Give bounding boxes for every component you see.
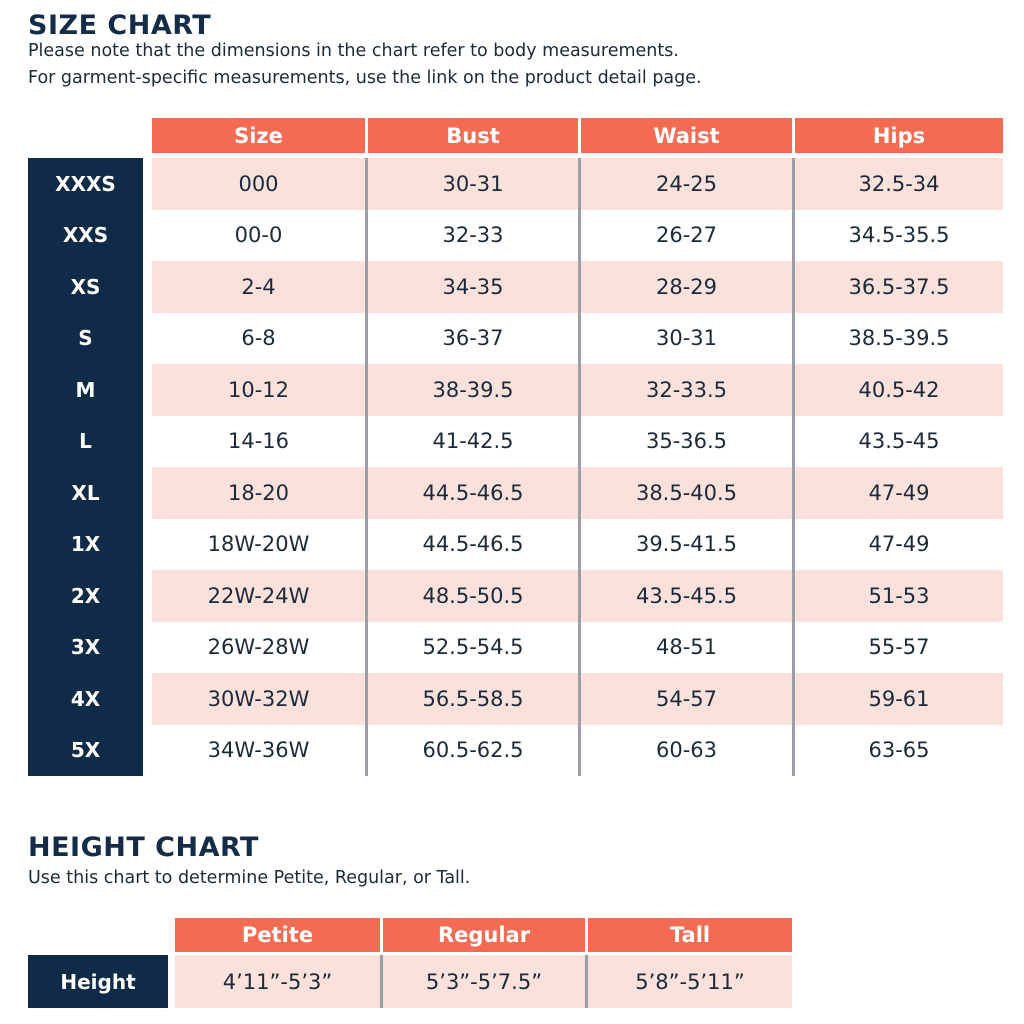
table-cell: 38.5-40.5 bbox=[581, 467, 792, 519]
row-label: S bbox=[78, 326, 93, 351]
table-cell: 43.5-45.5 bbox=[581, 570, 792, 622]
row-label: M bbox=[75, 377, 96, 402]
table-cell: 54-57 bbox=[581, 673, 792, 725]
column-header-tall: Tall bbox=[588, 918, 792, 952]
table-cell: 5’8”-5’11” bbox=[588, 955, 792, 1008]
table-cell: 22W-24W bbox=[152, 570, 365, 622]
column-header-size: Size bbox=[152, 118, 365, 153]
table-cell: 39.5-41.5 bbox=[581, 518, 792, 570]
column-header-waist: Waist bbox=[581, 118, 792, 153]
table-cell: 18W-20W bbox=[152, 518, 365, 570]
table-cell: 24-25 bbox=[581, 158, 792, 210]
table-cell: 55-57 bbox=[795, 621, 1003, 673]
table-cell: 32-33 bbox=[368, 209, 578, 261]
row-label-column bbox=[28, 158, 143, 776]
table-cell: 52.5-54.5 bbox=[368, 621, 578, 673]
table-cell: 34-35 bbox=[368, 261, 578, 313]
table-cell: 5’3”-5’7.5” bbox=[383, 955, 585, 1008]
column-divider bbox=[578, 158, 581, 776]
table-cell: 34.5-35.5 bbox=[795, 209, 1003, 261]
table-cell: 48-51 bbox=[581, 621, 792, 673]
row-label: XL bbox=[71, 480, 100, 505]
table-cell: 4’11”-5’3” bbox=[175, 955, 380, 1008]
table-cell: 51-53 bbox=[795, 570, 1003, 622]
table-cell: 18-20 bbox=[152, 467, 365, 519]
table-cell: 00-0 bbox=[152, 209, 365, 261]
table-cell: 60.5-62.5 bbox=[368, 724, 578, 776]
row-label: XS bbox=[70, 274, 101, 299]
column-header-regular: Regular bbox=[383, 918, 585, 952]
table-cell: 32-33.5 bbox=[581, 364, 792, 416]
table-cell: 40.5-42 bbox=[795, 364, 1003, 416]
table-cell: 28-29 bbox=[581, 261, 792, 313]
row-label: XXS bbox=[62, 223, 109, 248]
table-cell: 43.5-45 bbox=[795, 415, 1003, 467]
row-label: L bbox=[79, 429, 92, 454]
row-label: 1X bbox=[70, 532, 101, 557]
table-cell: 10-12 bbox=[152, 364, 365, 416]
table-cell: 30W-32W bbox=[152, 673, 365, 725]
table-cell: 30-31 bbox=[368, 158, 578, 210]
table-cell: 26-27 bbox=[581, 209, 792, 261]
table-cell: 000 bbox=[152, 158, 365, 210]
table-cell: 47-49 bbox=[795, 518, 1003, 570]
table-cell: 41-42.5 bbox=[368, 415, 578, 467]
table-cell: 30-31 bbox=[581, 312, 792, 364]
column-divider bbox=[585, 955, 588, 1008]
table-cell: 47-49 bbox=[795, 467, 1003, 519]
table-cell: 63-65 bbox=[795, 724, 1003, 776]
table-cell: 35-36.5 bbox=[581, 415, 792, 467]
table-cell: 14-16 bbox=[152, 415, 365, 467]
size-chart-note-1: Please note that the dimensions in the c… bbox=[28, 41, 679, 61]
size-chart-title: SIZE CHART bbox=[28, 10, 212, 41]
column-divider bbox=[792, 158, 795, 776]
row-label: 2X bbox=[70, 583, 101, 608]
column-header-petite: Petite bbox=[175, 918, 380, 952]
table-cell: 38.5-39.5 bbox=[795, 312, 1003, 364]
table-cell: 44.5-46.5 bbox=[368, 518, 578, 570]
column-divider bbox=[365, 158, 368, 776]
table-cell: 26W-28W bbox=[152, 621, 365, 673]
row-label: 5X bbox=[70, 738, 101, 763]
row-label: 3X bbox=[70, 635, 101, 660]
table-cell: 44.5-46.5 bbox=[368, 467, 578, 519]
table-cell: 48.5-50.5 bbox=[368, 570, 578, 622]
height-chart-note: Use this chart to determine Petite, Regu… bbox=[28, 868, 471, 888]
table-cell: 6-8 bbox=[152, 312, 365, 364]
height-chart-title: HEIGHT CHART bbox=[28, 832, 259, 863]
table-cell: 2-4 bbox=[152, 261, 365, 313]
table-cell: 32.5-34 bbox=[795, 158, 1003, 210]
table-cell: 56.5-58.5 bbox=[368, 673, 578, 725]
table-cell: 38-39.5 bbox=[368, 364, 578, 416]
table-cell: 36.5-37.5 bbox=[795, 261, 1003, 313]
table-cell: 36-37 bbox=[368, 312, 578, 364]
size-chart-note-2: For garment-specific measurements, use t… bbox=[28, 68, 702, 88]
table-cell: 60-63 bbox=[581, 724, 792, 776]
row-label: Height bbox=[28, 955, 168, 1008]
row-label: 4X bbox=[70, 686, 101, 711]
column-header-hips: Hips bbox=[795, 118, 1003, 153]
table-cell: 59-61 bbox=[795, 673, 1003, 725]
column-header-bust: Bust bbox=[368, 118, 578, 153]
table-cell: 34W-36W bbox=[152, 724, 365, 776]
row-label: XXXS bbox=[55, 171, 116, 196]
column-divider bbox=[380, 955, 383, 1008]
